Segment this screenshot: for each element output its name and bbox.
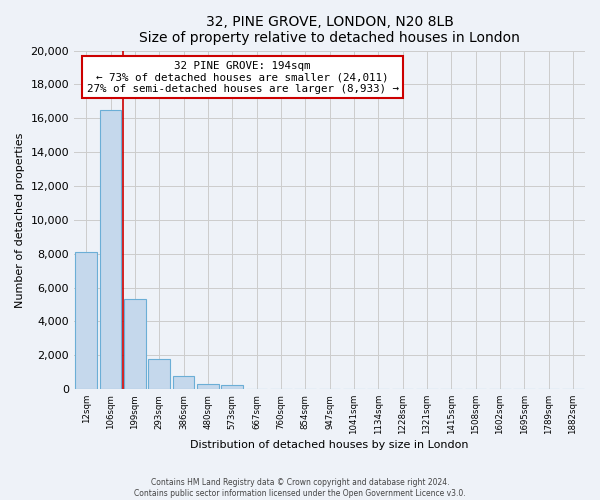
X-axis label: Distribution of detached houses by size in London: Distribution of detached houses by size … xyxy=(190,440,469,450)
Text: Contains HM Land Registry data © Crown copyright and database right 2024.
Contai: Contains HM Land Registry data © Crown c… xyxy=(134,478,466,498)
Bar xyxy=(148,358,170,389)
Bar xyxy=(197,384,219,389)
Bar xyxy=(173,376,194,389)
Bar xyxy=(75,252,97,389)
Y-axis label: Number of detached properties: Number of detached properties xyxy=(15,132,25,308)
Bar xyxy=(124,300,146,389)
Bar xyxy=(100,110,121,389)
Text: 32 PINE GROVE: 194sqm
← 73% of detached houses are smaller (24,011)
27% of semi-: 32 PINE GROVE: 194sqm ← 73% of detached … xyxy=(86,60,398,94)
Bar xyxy=(221,385,243,389)
Title: 32, PINE GROVE, LONDON, N20 8LB
Size of property relative to detached houses in : 32, PINE GROVE, LONDON, N20 8LB Size of … xyxy=(139,15,520,45)
